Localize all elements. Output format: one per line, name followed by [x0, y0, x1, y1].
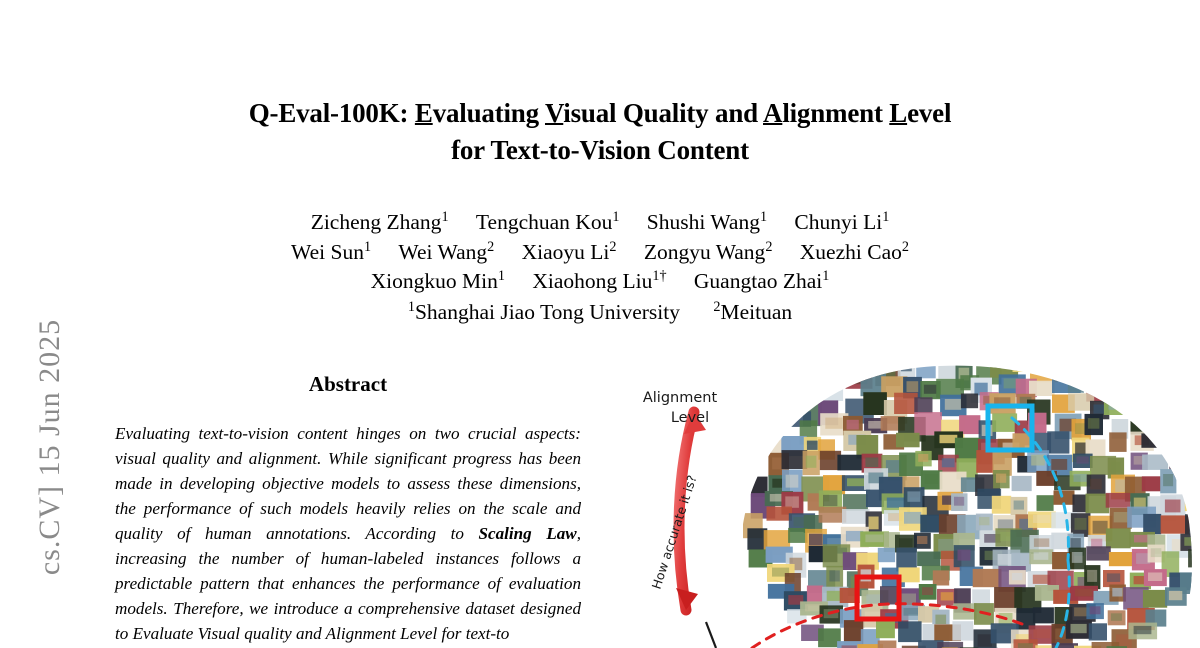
abstract-body: Evaluating text-to-vision content hinges…: [115, 421, 581, 646]
author-xuezhi-cao: Xuezhi Cao2: [799, 238, 909, 264]
affiliations-row: 1Shanghai Jiao Tong University 2Meituan: [115, 298, 1085, 328]
title-prefix: Q-Eval-100K:: [248, 98, 415, 128]
affiliation-2: 2Meituan: [713, 298, 793, 324]
author-tengchuan-kou: Tengchuan Kou1: [475, 208, 620, 234]
alignment-label-line-1: Alignment: [643, 390, 718, 406]
how-accurate-annotation: How accurate it is?: [649, 473, 700, 591]
author-guangtao-zhai: Guangtao Zhai1: [693, 268, 830, 294]
title-line-2: for Text-to-Vision Content: [451, 135, 749, 166]
alignment-label-line-2: Level: [671, 410, 709, 426]
author-xiongkuo-min: Xiongkuo Min1: [370, 268, 505, 294]
authors-block: Zicheng Zhang1 Tengchuan Kou1 Shushi Wan…: [115, 208, 1085, 328]
author-xiaoyu-li: Xiaoyu Li2: [521, 238, 617, 264]
title-block: Q-Eval-100K: Evaluating Visual Quality a…: [115, 95, 1085, 170]
author-wei-sun: Wei Sun1: [291, 238, 372, 264]
abstract-emphasis-scaling-law: Scaling Law: [478, 524, 577, 544]
red-dashed-curve: [750, 602, 1024, 648]
abstract-text-part-2: , increasing the number of human-labeled…: [115, 524, 581, 644]
cyan-dashed-curve: [1010, 416, 1070, 562]
author-shushi-wang: Shushi Wang1: [646, 208, 768, 234]
cyan-dashed-curve-2: [1054, 558, 1071, 648]
cyan-highlight-box: [985, 403, 1035, 453]
alignment-level-label: Alignment Level: [643, 390, 718, 426]
teaser-figure: Alignment Level How accurate it is?: [620, 360, 1200, 648]
author-chunyi-li: Chunyi Li1: [794, 208, 890, 234]
axis-stem-line: [704, 621, 718, 648]
author-row-1: Zicheng Zhang1 Tengchuan Kou1 Shushi Wan…: [115, 208, 1085, 238]
author-zongyu-wang: Zongyu Wang2: [643, 238, 773, 264]
page-title: Q-Eval-100K: Evaluating Visual Quality a…: [115, 95, 1085, 170]
how-accurate-text: How accurate it is?: [649, 473, 700, 591]
affiliation-1: 1Shanghai Jiao Tong University: [407, 298, 680, 324]
author-zicheng-zhang: Zicheng Zhang1: [310, 208, 449, 234]
author-xiaohong-liu: Xiaohong Liu1†: [532, 268, 667, 294]
abstract-text-part-1: Evaluating text-to-vision content hinges…: [115, 424, 581, 544]
author-wei-wang: Wei Wang2: [398, 238, 495, 264]
title-line-1: Q-Eval-100K: Evaluating Visual Quality a…: [248, 98, 952, 128]
abstract-heading: Abstract: [308, 372, 388, 396]
image-collage-blob: [743, 365, 1192, 648]
red-highlight-box: [854, 574, 902, 622]
abstract-column: Abstract Evaluating text-to-vision conte…: [115, 372, 581, 646]
author-row-3: Xiongkuo Min1 Xiaohong Liu1† Guangtao Zh…: [115, 267, 1085, 297]
alignment-axis-arrow: [673, 406, 706, 616]
author-row-2: Wei Sun1 Wei Wang2 Xiaoyu Li2 Zongyu Wan…: [115, 238, 1085, 268]
